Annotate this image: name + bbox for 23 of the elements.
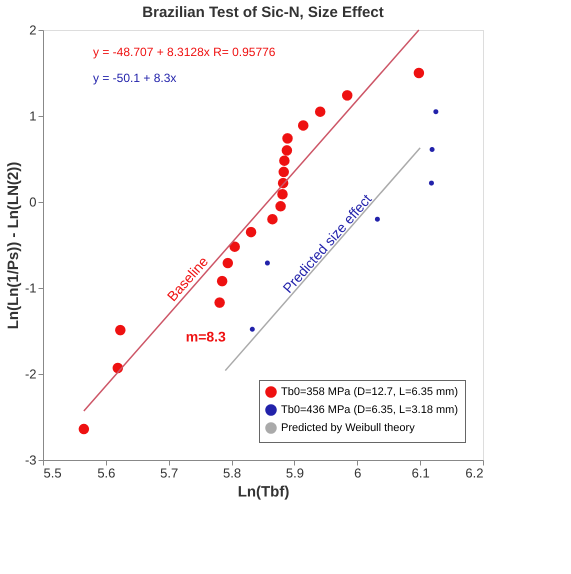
legend-label: Tb0=436 MPa (D=6.35, L=3.18 mm) [281, 404, 458, 416]
y-tick-label: 2 [29, 22, 36, 38]
x-tick-label: 5.8 [223, 466, 242, 480]
annotation: m=8.3 [186, 328, 226, 344]
x-tick-label: 5.6 [97, 466, 116, 480]
x-tick-label: 5.9 [286, 466, 304, 480]
y-tick-label: -1 [24, 280, 36, 296]
x-axis-title: Ln(Tbf) [238, 484, 290, 500]
annotation: y = -50.1 + 8.3x [93, 71, 176, 85]
x-tick-label: 6.1 [412, 466, 430, 480]
y-tick-label: -2 [24, 366, 36, 382]
y-tick-label: -3 [24, 452, 36, 468]
y-tick-label: 1 [29, 108, 36, 124]
x-tick-label: 5.7 [160, 466, 178, 480]
x-tick-label: 6.2 [465, 466, 484, 480]
y-tick-label: 0 [29, 194, 36, 210]
legend-label: Predicted by Weibull theory [281, 422, 416, 434]
x-tick-label: 5.5 [44, 466, 62, 480]
x-tick-label: 6 [354, 466, 362, 480]
legend-label: Tb0=358 MPa (D=12.7, L=6.35 mm) [281, 386, 458, 398]
y-axis-title: Ln(Ln(1/Ps)) - Ln(LN(2)) [4, 162, 22, 330]
chart-title: Brazilian Test of Sic-N, Size Effect [142, 4, 384, 21]
annotation: y = -48.707 + 8.3128x R= 0.95776 [93, 45, 276, 59]
